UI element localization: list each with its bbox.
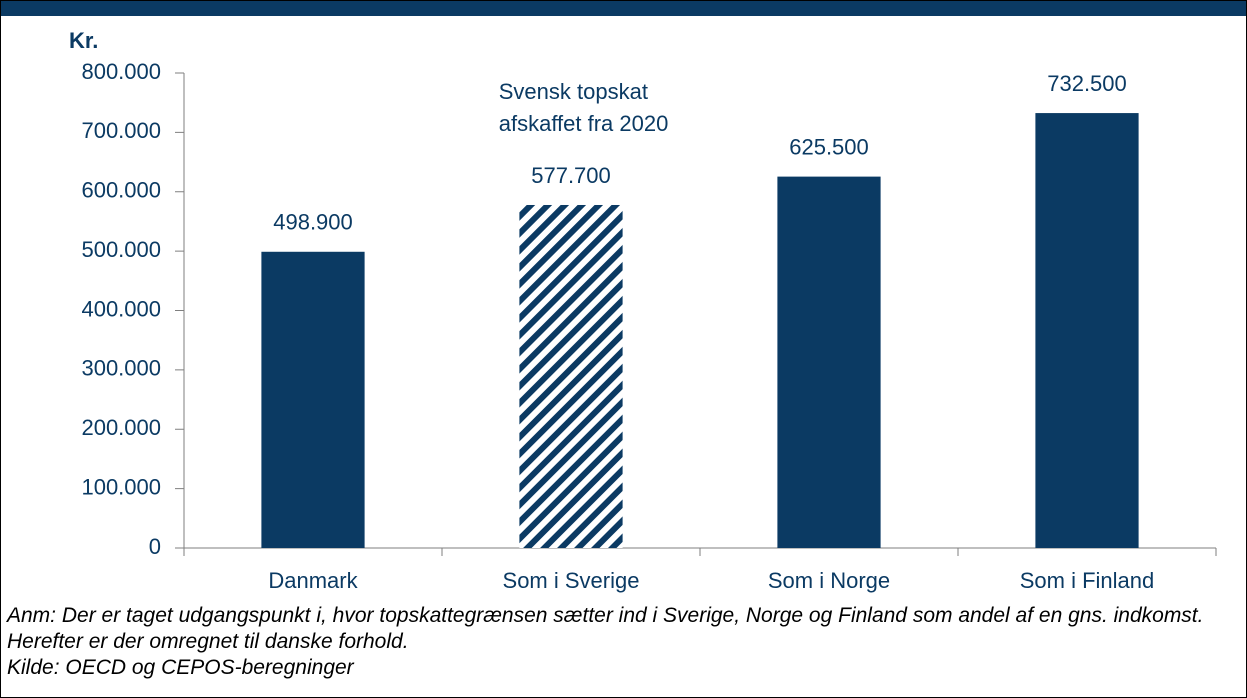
header-band <box>1 1 1246 16</box>
y-tick-label: 100.000 <box>81 474 161 499</box>
y-tick-label: 800.000 <box>81 59 161 84</box>
x-tick-label: Som i Norge <box>768 568 890 593</box>
annotation: Svensk topskat <box>499 79 648 104</box>
x-tick-label: Som i Finland <box>1020 568 1155 593</box>
notes: Anm: Der er taget udgangspunkt i, hvor t… <box>7 603 1243 681</box>
data-label: 577.700 <box>531 163 611 188</box>
y-tick-label: 400.000 <box>81 296 161 321</box>
note: Kilde: OECD og CEPOS-beregninger <box>7 656 354 679</box>
y-tick-label: 500.000 <box>81 237 161 262</box>
data-label: 498.900 <box>273 210 353 235</box>
chart: Kr. 0 100.000 200.000 300.000 400.000 500.000… <box>69 28 1217 593</box>
bar <box>1035 113 1139 548</box>
note: Anm: Der er taget udgangspunkt i, hvor t… <box>7 604 1204 653</box>
y-tick-label: 300.000 <box>81 356 161 381</box>
y-tick-label: 200.000 <box>81 415 161 440</box>
y-tick-label: 600.000 <box>81 178 161 203</box>
x-tick-label: Danmark <box>268 568 358 593</box>
y-axis-label: Kr. <box>69 28 98 53</box>
y-tick-label: 700.000 <box>81 118 161 143</box>
data-label: 732.500 <box>1047 71 1127 96</box>
y-tick-label: 0 <box>149 534 161 559</box>
data-label: 625.500 <box>789 134 869 159</box>
x-tick-label: Som i Sverige <box>503 568 640 593</box>
bar <box>519 204 623 548</box>
bar <box>777 176 881 548</box>
annotation: afskaffet fra 2020 <box>499 111 669 136</box>
bar <box>261 251 365 548</box>
